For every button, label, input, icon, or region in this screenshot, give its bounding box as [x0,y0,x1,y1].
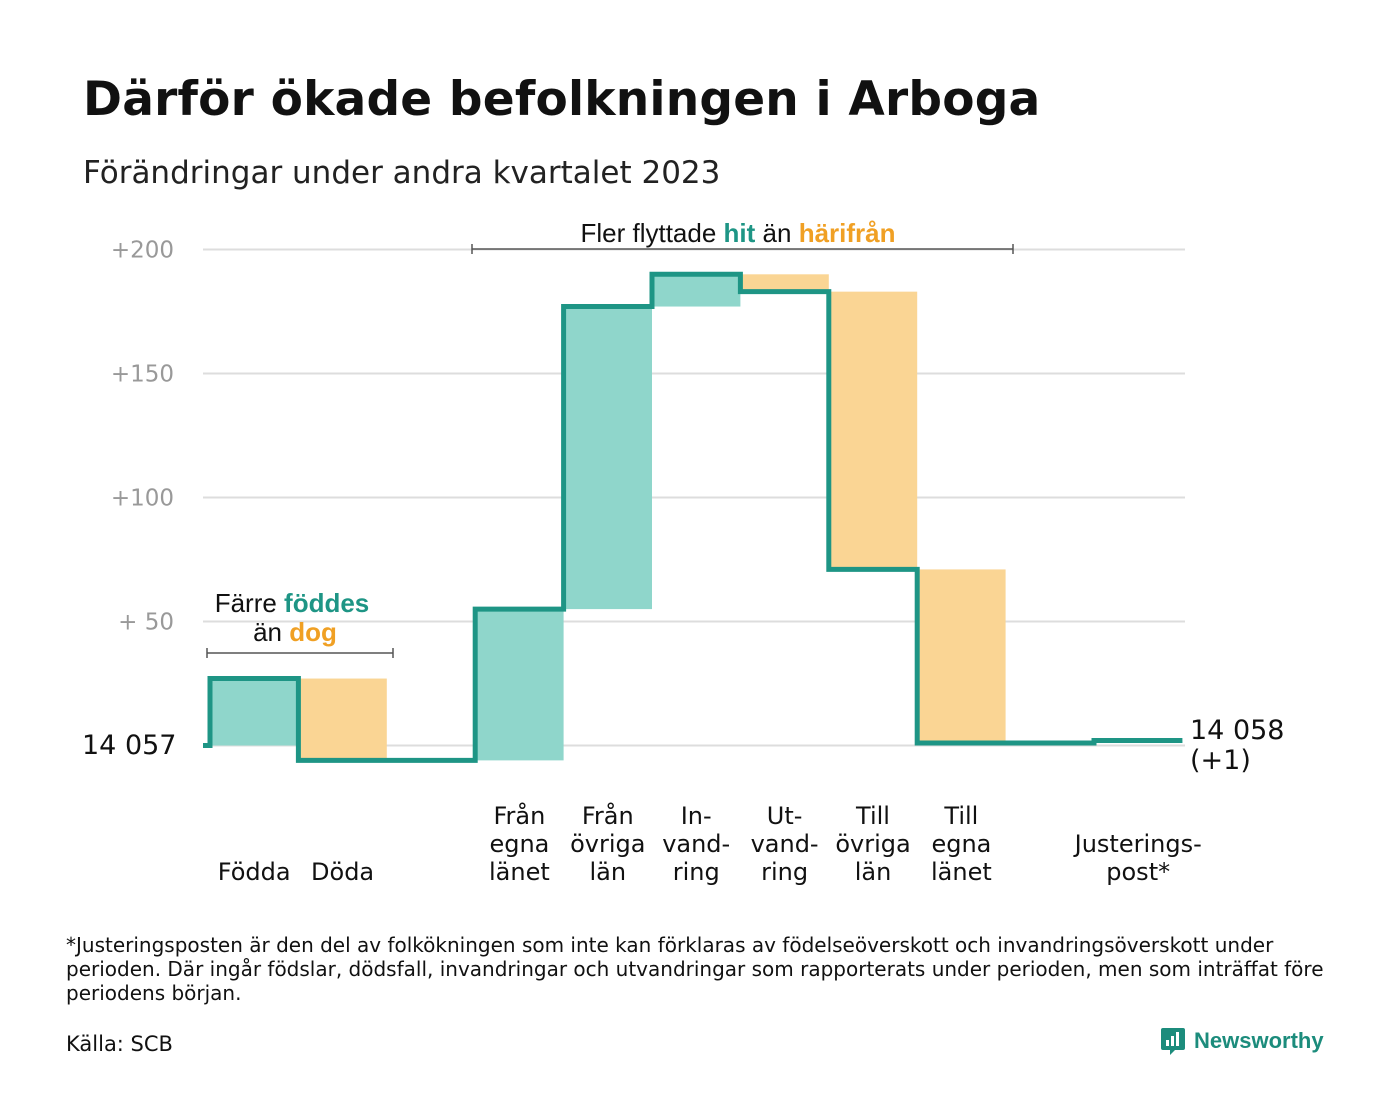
x-tick-label: övriga [835,830,910,858]
bar [740,274,829,292]
y-tick-label: +150 [111,362,174,388]
x-tick-label: Ut- [767,802,803,830]
annotation-part: härifrån [799,218,896,248]
x-tick-label: Från [582,801,634,830]
x-tick-label: Från [493,801,545,830]
start-value-label: 14 057 [82,730,176,761]
x-tick-label: Justerings- [1073,830,1202,858]
annotation-part: än [253,617,289,647]
y-tick-label: +100 [111,486,174,512]
annotation-part: dog [289,617,337,647]
x-tick-label: Döda [311,858,374,886]
x-tick-label: vand- [751,830,819,858]
end-value-label: 14 058 [1190,715,1284,746]
x-tick-label: länet [489,858,550,886]
x-tick-label: vand- [662,830,730,858]
annotation-part: hit [724,218,756,248]
annotation-births-line1: Färre föddes [215,588,370,618]
source-label: Källa: SCB [66,1032,173,1056]
y-tick-label: +200 [111,238,174,264]
annotation-part: föddes [284,588,369,618]
x-tick-label: post* [1106,858,1170,886]
x-tick-label: Till [943,802,978,830]
x-tick-label: egna [489,830,549,858]
annotation-part: Fler flyttade [580,218,723,248]
x-tick-label: Till [855,802,890,830]
footnote: *Justeringsposten är den del av folkökni… [66,933,1324,1005]
y-tick-label: + 50 [118,610,174,636]
annotation-part: Färre [215,588,284,618]
bar [563,306,652,610]
x-tick-label: Födda [218,858,291,886]
x-tick-label: länet [931,858,992,886]
end-change-label: (+1) [1190,745,1251,776]
x-tick-label: In- [681,802,712,830]
brand-name: Newsworthy [1194,1028,1324,1053]
bar [298,678,387,761]
annotation-part: än [755,218,798,248]
x-tick-label: ring [673,858,720,886]
bar [652,274,741,307]
bar [828,291,918,570]
x-tick-label: län [855,858,892,886]
cumulative-line [203,271,1183,763]
x-tick-label: län [590,858,627,886]
bar [475,609,564,761]
x-tick-label: övriga [570,830,645,858]
chart-subtitle: Förändringar under andra kvartalet 2023 [83,155,721,191]
x-tick-label: ring [761,858,808,886]
annotation-migration: Fler flyttade hit än härifrån [580,218,895,248]
annotation-births-line2: än dog [253,617,337,647]
chart-title: Därför ökade befolkningen i Arboga [83,72,1041,127]
x-tick-label: egna [931,830,991,858]
newsworthy-logo-icon [1161,1028,1185,1055]
brand-logo: Newsworthy [1160,1026,1324,1056]
bar [917,569,1006,744]
bar [210,678,299,746]
